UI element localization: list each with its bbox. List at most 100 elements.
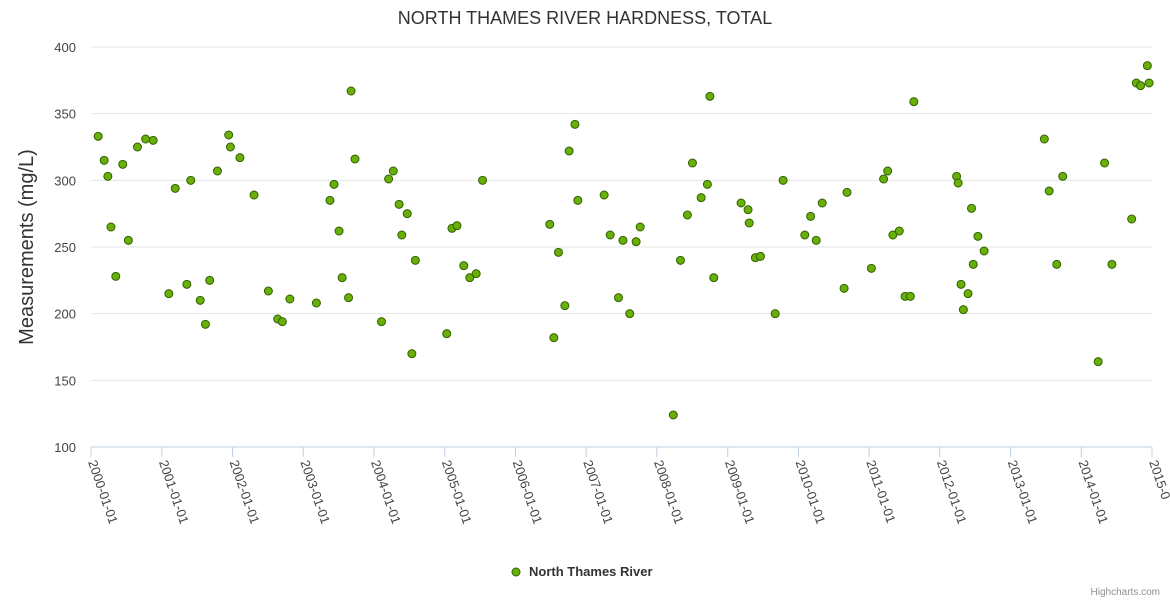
legend[interactable]: North Thames River xyxy=(511,564,653,579)
data-point[interactable] xyxy=(967,203,977,213)
data-point[interactable] xyxy=(963,289,973,299)
data-point[interactable] xyxy=(811,235,821,245)
data-point[interactable] xyxy=(709,273,719,283)
data-point[interactable] xyxy=(263,286,273,296)
data-point[interactable] xyxy=(770,309,780,319)
data-point[interactable] xyxy=(883,166,893,176)
data-point[interactable] xyxy=(186,175,196,185)
data-point[interactable] xyxy=(311,298,321,308)
data-point[interactable] xyxy=(384,174,394,184)
data-point[interactable] xyxy=(605,230,615,240)
data-point[interactable] xyxy=(973,231,983,241)
data-point[interactable] xyxy=(1107,259,1117,269)
data-point[interactable] xyxy=(346,86,356,96)
data-point[interactable] xyxy=(478,175,488,185)
data-point[interactable] xyxy=(817,198,827,208)
data-point[interactable] xyxy=(631,237,641,247)
data-point[interactable] xyxy=(778,175,788,185)
data-point[interactable] xyxy=(376,317,386,327)
data-point[interactable] xyxy=(1052,259,1062,269)
data-point[interactable] xyxy=(599,190,609,200)
data-point[interactable] xyxy=(635,222,645,232)
data-point[interactable] xyxy=(407,349,417,359)
data-point[interactable] xyxy=(334,226,344,236)
data-point[interactable] xyxy=(879,174,889,184)
data-point[interactable] xyxy=(170,183,180,193)
data-point[interactable] xyxy=(277,317,287,327)
data-point[interactable] xyxy=(573,195,583,205)
data-point[interactable] xyxy=(1039,134,1049,144)
data-point[interactable] xyxy=(1127,214,1137,224)
data-point[interactable] xyxy=(570,119,580,129)
data-point[interactable] xyxy=(123,235,133,245)
data-point[interactable] xyxy=(182,279,192,289)
data-point[interactable] xyxy=(806,211,816,221)
data-point[interactable] xyxy=(1100,158,1110,168)
data-point[interactable] xyxy=(1142,61,1152,71)
data-point[interactable] xyxy=(148,135,158,145)
data-point[interactable] xyxy=(442,329,452,339)
data-point[interactable] xyxy=(1136,81,1146,91)
data-point[interactable] xyxy=(388,166,398,176)
credits-link[interactable]: Highcharts.com xyxy=(1091,587,1160,598)
data-point[interactable] xyxy=(953,178,963,188)
data-point[interactable] xyxy=(410,255,420,265)
data-point[interactable] xyxy=(224,130,234,140)
data-point[interactable] xyxy=(111,271,121,281)
data-point[interactable] xyxy=(394,199,404,209)
data-point[interactable] xyxy=(285,294,295,304)
data-point[interactable] xyxy=(958,305,968,315)
data-point[interactable] xyxy=(397,230,407,240)
data-point[interactable] xyxy=(800,230,810,240)
data-point[interactable] xyxy=(195,295,205,305)
data-point[interactable] xyxy=(205,275,215,285)
data-point[interactable] xyxy=(344,293,354,303)
data-point[interactable] xyxy=(553,247,563,257)
data-point[interactable] xyxy=(968,259,978,269)
data-point[interactable] xyxy=(743,205,753,215)
data-point[interactable] xyxy=(682,210,692,220)
data-point[interactable] xyxy=(560,301,570,311)
data-point[interactable] xyxy=(459,261,469,271)
data-point[interactable] xyxy=(93,131,103,141)
data-point[interactable] xyxy=(350,154,360,164)
data-point[interactable] xyxy=(465,273,475,283)
data-point[interactable] xyxy=(329,179,339,189)
data-point[interactable] xyxy=(702,179,712,189)
data-point[interactable] xyxy=(337,273,347,283)
data-point[interactable] xyxy=(1058,171,1068,181)
data-point[interactable] xyxy=(564,146,574,156)
data-point[interactable] xyxy=(452,221,462,231)
legend-item-north-thames-river[interactable]: North Thames River xyxy=(529,564,653,579)
data-point[interactable] xyxy=(225,142,235,152)
data-point[interactable] xyxy=(402,209,412,219)
data-point[interactable] xyxy=(842,187,852,197)
data-point[interactable] xyxy=(618,235,628,245)
data-point[interactable] xyxy=(106,222,116,232)
data-point[interactable] xyxy=(625,309,635,319)
data-point[interactable] xyxy=(736,198,746,208)
data-point[interactable] xyxy=(755,251,765,261)
data-point[interactable] xyxy=(866,263,876,273)
data-point[interactable] xyxy=(613,293,623,303)
data-point[interactable] xyxy=(696,193,706,203)
data-point[interactable] xyxy=(545,219,555,229)
data-point[interactable] xyxy=(249,190,259,200)
data-point[interactable] xyxy=(888,230,898,240)
data-point[interactable] xyxy=(164,289,174,299)
data-point[interactable] xyxy=(235,153,245,163)
data-point[interactable] xyxy=(200,319,210,329)
data-point[interactable] xyxy=(675,255,685,265)
data-point[interactable] xyxy=(99,155,109,165)
data-point[interactable] xyxy=(1093,357,1103,367)
data-point[interactable] xyxy=(212,166,222,176)
data-point[interactable] xyxy=(1044,186,1054,196)
data-point[interactable] xyxy=(325,195,335,205)
data-point[interactable] xyxy=(979,246,989,256)
data-point[interactable] xyxy=(668,410,678,420)
data-point[interactable] xyxy=(894,226,904,236)
data-point[interactable] xyxy=(118,159,128,169)
data-point[interactable] xyxy=(839,283,849,293)
data-point[interactable] xyxy=(909,97,919,107)
data-point[interactable] xyxy=(549,333,559,343)
